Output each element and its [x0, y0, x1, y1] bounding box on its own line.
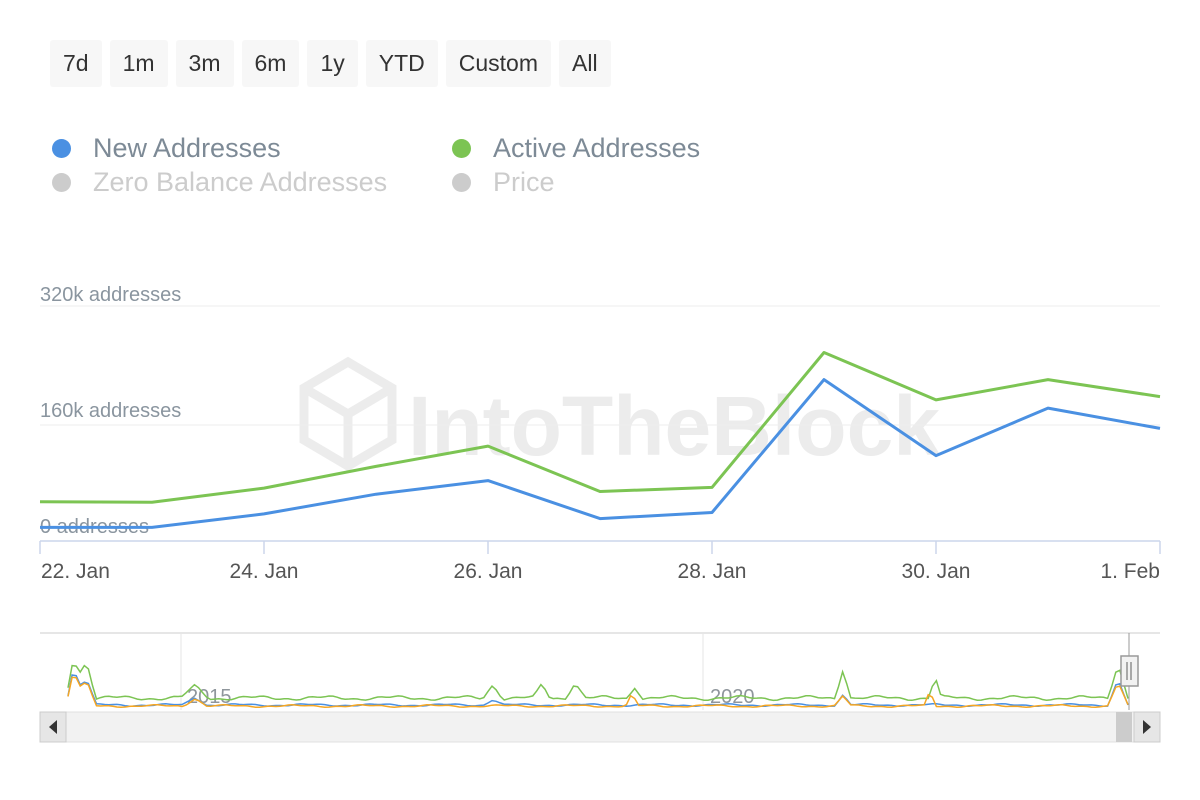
- scroll-left-arrow-icon: [49, 720, 57, 734]
- legend-label-new-addresses: New Addresses: [93, 133, 281, 163]
- range-button-3m[interactable]: 3m: [175, 40, 234, 87]
- series-lines: [39, 351, 1161, 529]
- navigator-handle[interactable]: [1120, 655, 1139, 687]
- range-button-7d[interactable]: 7d: [50, 40, 102, 87]
- legend-label-price: Price: [493, 167, 555, 197]
- x-tick-label: 28. Jan: [678, 560, 747, 583]
- legend-label-zero-balance-addresses: Zero Balance Addresses: [93, 167, 388, 197]
- range-button-all[interactable]: All: [559, 40, 611, 87]
- navigator-label-2015: 2015: [187, 686, 232, 708]
- scrollbar-track[interactable]: [39, 711, 1161, 743]
- series-line-new-addresses: [40, 378, 1161, 529]
- navigator-series-line: [67, 676, 1129, 709]
- y-tick-label-160k: 160k addresses: [40, 400, 181, 422]
- range-button-custom[interactable]: Custom: [445, 40, 551, 87]
- legend-dot-zero-balance-addresses: [52, 173, 71, 192]
- legend-dot-active-addresses: [452, 139, 471, 158]
- legend-item-price[interactable]: Price: [452, 167, 555, 198]
- scrollbar-thumb[interactable]: [1116, 712, 1132, 742]
- navigator-series: [67, 664, 1129, 709]
- watermark-text: IntoTheBlock: [408, 379, 940, 473]
- scrollbar[interactable]: [39, 711, 1161, 743]
- x-axis-ticks: 22. Jan 24. Jan 26. Jan 28. Jan 30. Jan 1. Fe…: [39, 541, 1161, 583]
- watermark: IntoTheBlock: [299, 356, 940, 473]
- range-selector: 7d 1m 3m 6m 1y YTD Custom All: [50, 40, 611, 87]
- range-button-1m[interactable]: 1m: [109, 40, 168, 87]
- navigator-series-line: [67, 664, 1129, 702]
- navigator-series-line: [67, 674, 1129, 708]
- range-button-1y[interactable]: 1y: [307, 40, 358, 87]
- scroll-right-arrow-icon: [1143, 720, 1151, 734]
- x-tick-label: 26. Jan: [454, 560, 523, 583]
- range-button-ytd[interactable]: YTD: [365, 40, 438, 87]
- x-tick-label: 1. Feb: [1100, 560, 1160, 583]
- y-tick-label-320k: 320k addresses: [40, 284, 181, 306]
- legend-label-active-addresses: Active Addresses: [493, 133, 701, 163]
- watermark-logo: [299, 356, 397, 472]
- legend-item-zero-balance-addresses[interactable]: Zero Balance Addresses: [52, 167, 387, 198]
- x-tick-label: 22. Jan: [41, 560, 110, 583]
- x-tick-label: 24. Jan: [230, 560, 299, 583]
- legend-item-new-addresses[interactable]: New Addresses: [52, 133, 281, 164]
- range-button-6m[interactable]: 6m: [241, 40, 300, 87]
- series-line-active-addresses: [39, 351, 1161, 504]
- legend-item-active-addresses[interactable]: Active Addresses: [452, 133, 700, 164]
- legend-dot-price: [452, 173, 471, 192]
- x-tick-label: 30. Jan: [902, 560, 971, 583]
- navigator: 2015 2020: [40, 632, 1160, 710]
- legend-dot-new-addresses: [52, 139, 71, 158]
